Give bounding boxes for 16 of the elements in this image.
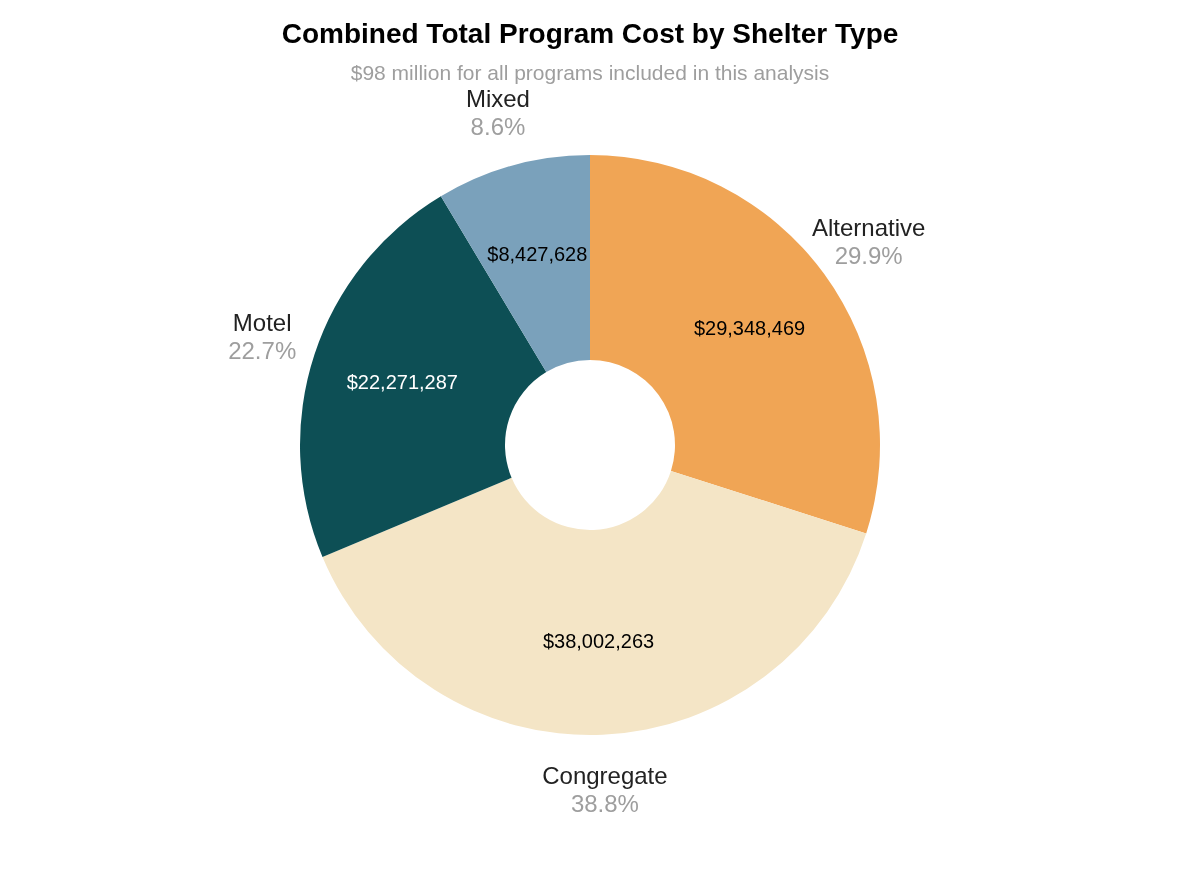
text: 22.7% xyxy=(228,337,297,365)
text: 38.8% xyxy=(570,789,639,817)
chart-subtitle: $98 million for all programs included in this analysis xyxy=(350,60,830,84)
data-label: $22,271,287 xyxy=(346,371,458,394)
data-label: $8,427,628 xyxy=(487,242,588,265)
slice-label: Alternative xyxy=(811,213,926,241)
slice-label: Mixed xyxy=(465,84,530,112)
data-label: $38,002,263 xyxy=(542,630,655,653)
text: 29.9% xyxy=(834,241,903,269)
chart-title: Combined Total Program Cost by Shelter Type xyxy=(281,17,899,49)
data-label: $29,348,469 xyxy=(693,316,806,339)
text: 8.6% xyxy=(470,112,526,140)
slice-label: Motel xyxy=(232,309,292,337)
donut-slice xyxy=(322,470,867,735)
slice-label: Congregate xyxy=(542,761,668,789)
donut-slice xyxy=(440,155,590,373)
